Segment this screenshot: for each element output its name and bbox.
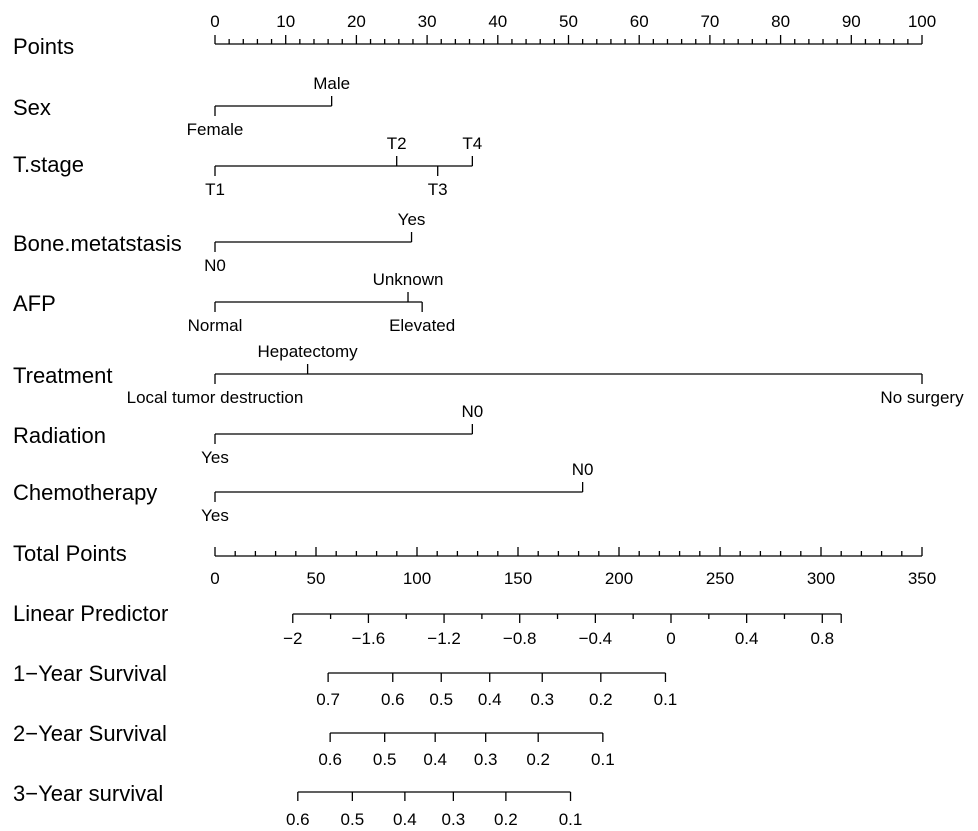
lp-tick-label: −1.2	[427, 629, 461, 648]
total-tick-label: 250	[706, 569, 734, 588]
survival-tick-label: 0.5	[373, 750, 397, 769]
survival-tick-label: 0.5	[429, 690, 453, 709]
survival-tick-label: 0.1	[654, 690, 678, 709]
level-label: Yes	[398, 210, 426, 229]
row-label-points: Points	[13, 34, 74, 59]
row-label-treatment: Treatment	[13, 363, 112, 388]
survival-tick-label: 0.1	[591, 750, 615, 769]
survival-tick-label: 0.2	[589, 690, 613, 709]
total-tick-label: 50	[307, 569, 326, 588]
total-tick-label: 150	[504, 569, 532, 588]
lp-tick-label: 0.4	[735, 629, 759, 648]
points-tick-label: 70	[700, 12, 719, 31]
lp-tick-label: −0.4	[579, 629, 613, 648]
level-label: Female	[187, 120, 244, 139]
row-label-survival-3: 3−Year survival	[13, 781, 163, 806]
variable-row-bone-metatstasis: Bone.metatstasis N0 Yes	[13, 210, 425, 275]
survival-tick-label: 0.3	[474, 750, 498, 769]
survival-tick-label: 0.4	[423, 750, 447, 769]
survival-tick-label: 0.6	[381, 690, 405, 709]
survival-tick-label: 0.6	[318, 750, 342, 769]
row-label-radiation: Radiation	[13, 423, 106, 448]
survival-tick-label: 0.1	[559, 810, 583, 829]
linear-predictor-scale: Linear Predictor −2 −1.6 −1.2 −0.8 −0.4 0 0.4 0.…	[13, 601, 842, 648]
survival-scale-1: 1−Year Survival 0.7 0.6 0.5 0.4 0.3 0.2 0.1	[13, 661, 677, 709]
row-label-survival-1: 1−Year Survival	[13, 661, 167, 686]
total-points-scale: Total Points 0 50 100 150 200 250 300 350	[13, 541, 936, 588]
level-label: Yes	[201, 506, 229, 525]
survival-tick-label: 0.2	[526, 750, 550, 769]
survival-tick-label: 0.4	[393, 810, 417, 829]
row-label-afp: AFP	[13, 291, 56, 316]
variable-row-chemotherapy: Chemotherapy Yes N0	[13, 460, 594, 525]
total-tick-label: 350	[908, 569, 936, 588]
survival-scale-3: 3−Year survival 0.6 0.5 0.4 0.3 0.2 0.1	[13, 781, 582, 829]
level-label: No surgery	[880, 388, 964, 407]
total-tick-label: 100	[403, 569, 431, 588]
level-label: T2	[387, 134, 407, 153]
variable-row-radiation: Radiation Yes N0	[13, 402, 483, 467]
row-label-bone-metatstasis: Bone.metatstasis	[13, 231, 182, 256]
level-label: N0	[204, 256, 226, 275]
points-tick-label: 90	[842, 12, 861, 31]
variable-row-afp: AFP Normal Unknown Elevated	[13, 270, 455, 335]
total-tick-label: 300	[807, 569, 835, 588]
level-label: Elevated	[389, 316, 455, 335]
survival-tick-label: 0.4	[478, 690, 502, 709]
row-label-sex: Sex	[13, 95, 51, 120]
points-tick-label: 60	[630, 12, 649, 31]
survival-tick-label: 0.2	[494, 810, 518, 829]
lp-tick-label: −0.8	[503, 629, 537, 648]
variable-row-t-stage: T.stage T1 T2 T3 T4	[13, 134, 482, 199]
lp-tick-label: 0.8	[810, 629, 834, 648]
lp-tick-label: −1.6	[352, 629, 386, 648]
level-label: Male	[313, 74, 350, 93]
row-label-survival-2: 2−Year Survival	[13, 721, 167, 746]
survival-scale-2: 2−Year Survival 0.6 0.5 0.4 0.3 0.2 0.1	[13, 721, 615, 769]
survival-tick-label: 0.3	[442, 810, 466, 829]
level-label: N0	[572, 460, 594, 479]
row-label-chemotherapy: Chemotherapy	[13, 480, 157, 505]
survival-tick-label: 0.6	[286, 810, 310, 829]
level-label: Yes	[201, 448, 229, 467]
level-label: T3	[428, 180, 448, 199]
row-label-linear-predictor: Linear Predictor	[13, 601, 168, 626]
level-label: T4	[462, 134, 482, 153]
level-label: Hepatectomy	[258, 342, 359, 361]
total-tick-label: 200	[605, 569, 633, 588]
survival-tick-label: 0.5	[341, 810, 365, 829]
survival-tick-label: 0.3	[530, 690, 554, 709]
level-label: N0	[461, 402, 483, 421]
points-tick-label: 80	[771, 12, 790, 31]
points-tick-label: 100	[908, 12, 936, 31]
points-tick-label: 40	[488, 12, 507, 31]
level-label: Unknown	[373, 270, 444, 289]
points-tick-label: 50	[559, 12, 578, 31]
points-tick-label: 20	[347, 12, 366, 31]
points-scale: Points 0 10 20 30 40 50 60 70 80 90 100	[13, 12, 936, 59]
row-label-t-stage: T.stage	[13, 152, 84, 177]
level-label: T1	[205, 180, 225, 199]
variable-row-sex: Sex Female Male	[13, 74, 350, 139]
row-label-total-points: Total Points	[13, 541, 127, 566]
points-tick-label: 30	[418, 12, 437, 31]
lp-tick-label: −2	[283, 629, 302, 648]
points-tick-label: 10	[276, 12, 295, 31]
points-tick-label: 0	[210, 12, 219, 31]
variable-row-treatment: Treatment Local tumor destruction Hepatect…	[13, 342, 964, 407]
total-tick-label: 0	[210, 569, 219, 588]
survival-tick-label: 0.7	[316, 690, 340, 709]
level-label: Local tumor destruction	[127, 388, 304, 407]
level-label: Normal	[188, 316, 243, 335]
lp-tick-label: 0	[666, 629, 675, 648]
